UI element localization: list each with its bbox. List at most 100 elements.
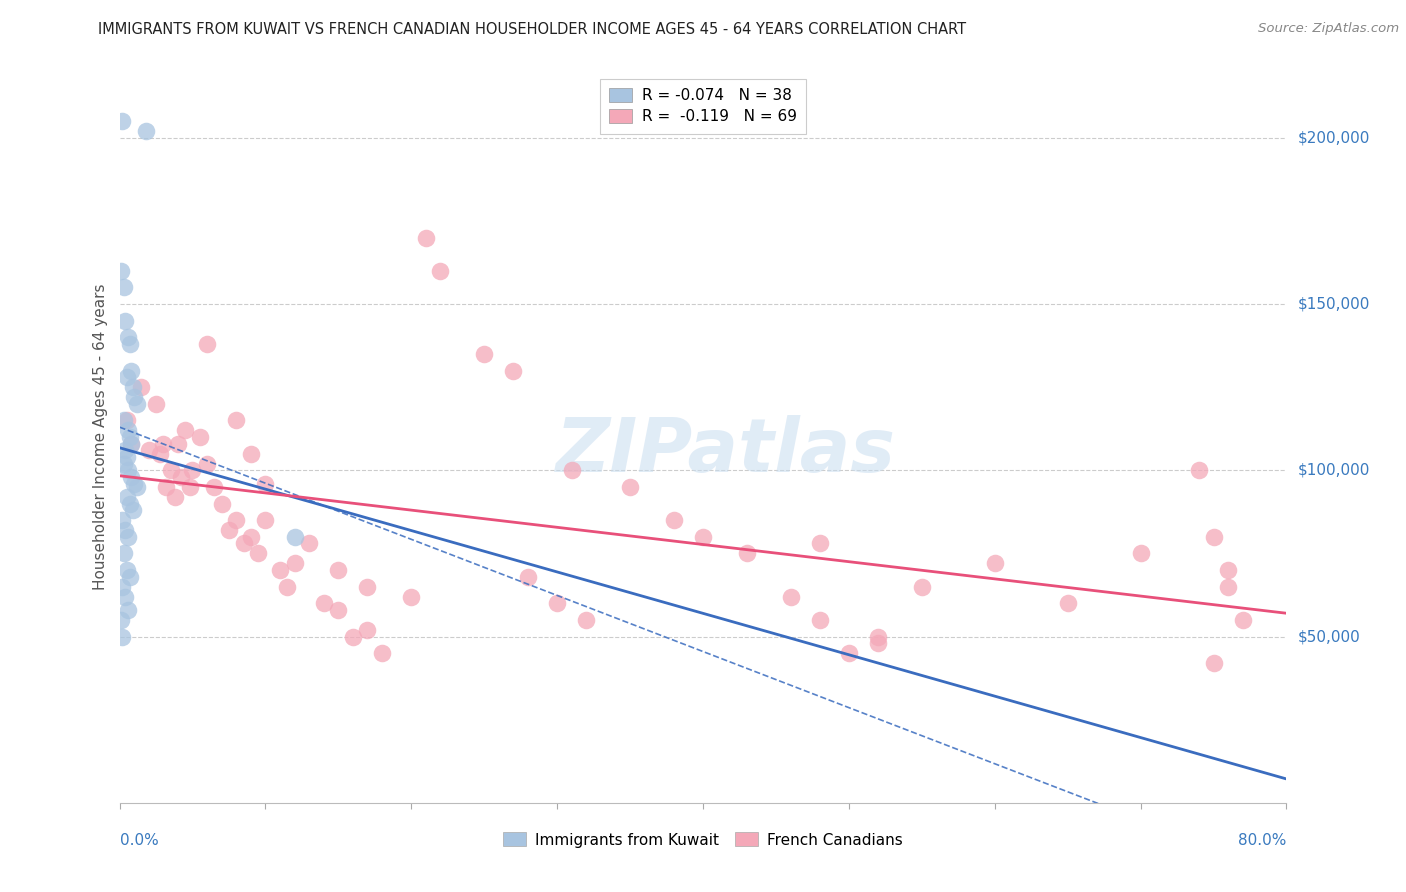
Point xyxy=(111,513,134,527)
Point xyxy=(112,546,135,560)
Point xyxy=(114,523,136,537)
Point xyxy=(174,424,197,438)
Point xyxy=(111,630,134,644)
Text: IMMIGRANTS FROM KUWAIT VS FRENCH CANADIAN HOUSEHOLDER INCOME AGES 45 - 64 YEARS : IMMIGRANTS FROM KUWAIT VS FRENCH CANADIA… xyxy=(98,22,966,37)
Point xyxy=(195,337,218,351)
Point xyxy=(1232,613,1254,627)
Point xyxy=(429,264,451,278)
Point xyxy=(225,413,247,427)
Point xyxy=(117,424,139,438)
Point xyxy=(298,536,321,550)
Point xyxy=(138,443,160,458)
Point xyxy=(115,563,138,577)
Point xyxy=(254,476,277,491)
Point xyxy=(312,596,335,610)
Point xyxy=(692,530,714,544)
Y-axis label: Householder Income Ages 45 - 64 years: Householder Income Ages 45 - 64 years xyxy=(93,284,108,591)
Point xyxy=(866,630,889,644)
Point xyxy=(115,490,138,504)
Point xyxy=(517,570,540,584)
Point xyxy=(115,370,138,384)
Point xyxy=(122,390,145,404)
Point xyxy=(356,623,378,637)
Point xyxy=(866,636,889,650)
Point xyxy=(662,513,685,527)
Point xyxy=(179,480,201,494)
Point xyxy=(195,457,218,471)
Point xyxy=(149,447,172,461)
Point xyxy=(117,603,139,617)
Text: $100,000: $100,000 xyxy=(1298,463,1369,478)
Point xyxy=(121,503,143,517)
Point xyxy=(120,436,142,450)
Point xyxy=(1216,580,1240,594)
Point xyxy=(181,463,204,477)
Point xyxy=(342,630,364,644)
Point xyxy=(283,557,307,571)
Point xyxy=(118,570,141,584)
Point xyxy=(131,380,153,394)
Point xyxy=(117,330,139,344)
Point xyxy=(114,443,136,458)
Point xyxy=(120,436,142,450)
Point xyxy=(118,430,141,444)
Point xyxy=(546,596,568,610)
Point xyxy=(115,413,138,427)
Point xyxy=(239,530,262,544)
Text: 0.0%: 0.0% xyxy=(120,833,159,848)
Point xyxy=(112,457,135,471)
Point xyxy=(371,646,394,660)
Point xyxy=(120,363,142,377)
Text: Source: ZipAtlas.com: Source: ZipAtlas.com xyxy=(1258,22,1399,36)
Point xyxy=(247,546,270,560)
Point xyxy=(125,480,148,494)
Legend: Immigrants from Kuwait, French Canadians: Immigrants from Kuwait, French Canadians xyxy=(498,826,908,854)
Point xyxy=(232,536,254,550)
Point xyxy=(808,536,831,550)
Point xyxy=(1188,463,1211,477)
Point xyxy=(135,124,157,138)
Point xyxy=(399,590,422,604)
Point xyxy=(276,580,298,594)
Point xyxy=(122,476,145,491)
Point xyxy=(110,613,132,627)
Point xyxy=(115,450,138,464)
Point xyxy=(735,546,758,560)
Point xyxy=(575,613,598,627)
Point xyxy=(121,380,143,394)
Point xyxy=(155,480,177,494)
Text: 80.0%: 80.0% xyxy=(1239,833,1286,848)
Point xyxy=(118,337,141,351)
Point xyxy=(163,490,186,504)
Point xyxy=(166,436,188,450)
Point xyxy=(502,363,524,377)
Point xyxy=(983,557,1005,571)
Point xyxy=(269,563,291,577)
Point xyxy=(211,497,233,511)
Point xyxy=(145,397,167,411)
Point xyxy=(1202,530,1225,544)
Point xyxy=(328,603,350,617)
Point xyxy=(112,413,135,427)
Point xyxy=(188,430,211,444)
Point xyxy=(117,530,139,544)
Point xyxy=(254,513,277,527)
Point xyxy=(125,397,148,411)
Point xyxy=(120,470,142,484)
Point xyxy=(159,463,181,477)
Point xyxy=(112,280,135,294)
Point xyxy=(111,114,134,128)
Text: $150,000: $150,000 xyxy=(1298,297,1369,311)
Point xyxy=(1202,656,1225,670)
Point xyxy=(619,480,641,494)
Point xyxy=(152,436,174,450)
Point xyxy=(202,480,225,494)
Point xyxy=(239,447,262,461)
Point xyxy=(561,463,583,477)
Point xyxy=(118,497,141,511)
Point xyxy=(838,646,860,660)
Point xyxy=(110,264,132,278)
Point xyxy=(225,513,247,527)
Point xyxy=(283,530,307,544)
Point xyxy=(218,523,240,537)
